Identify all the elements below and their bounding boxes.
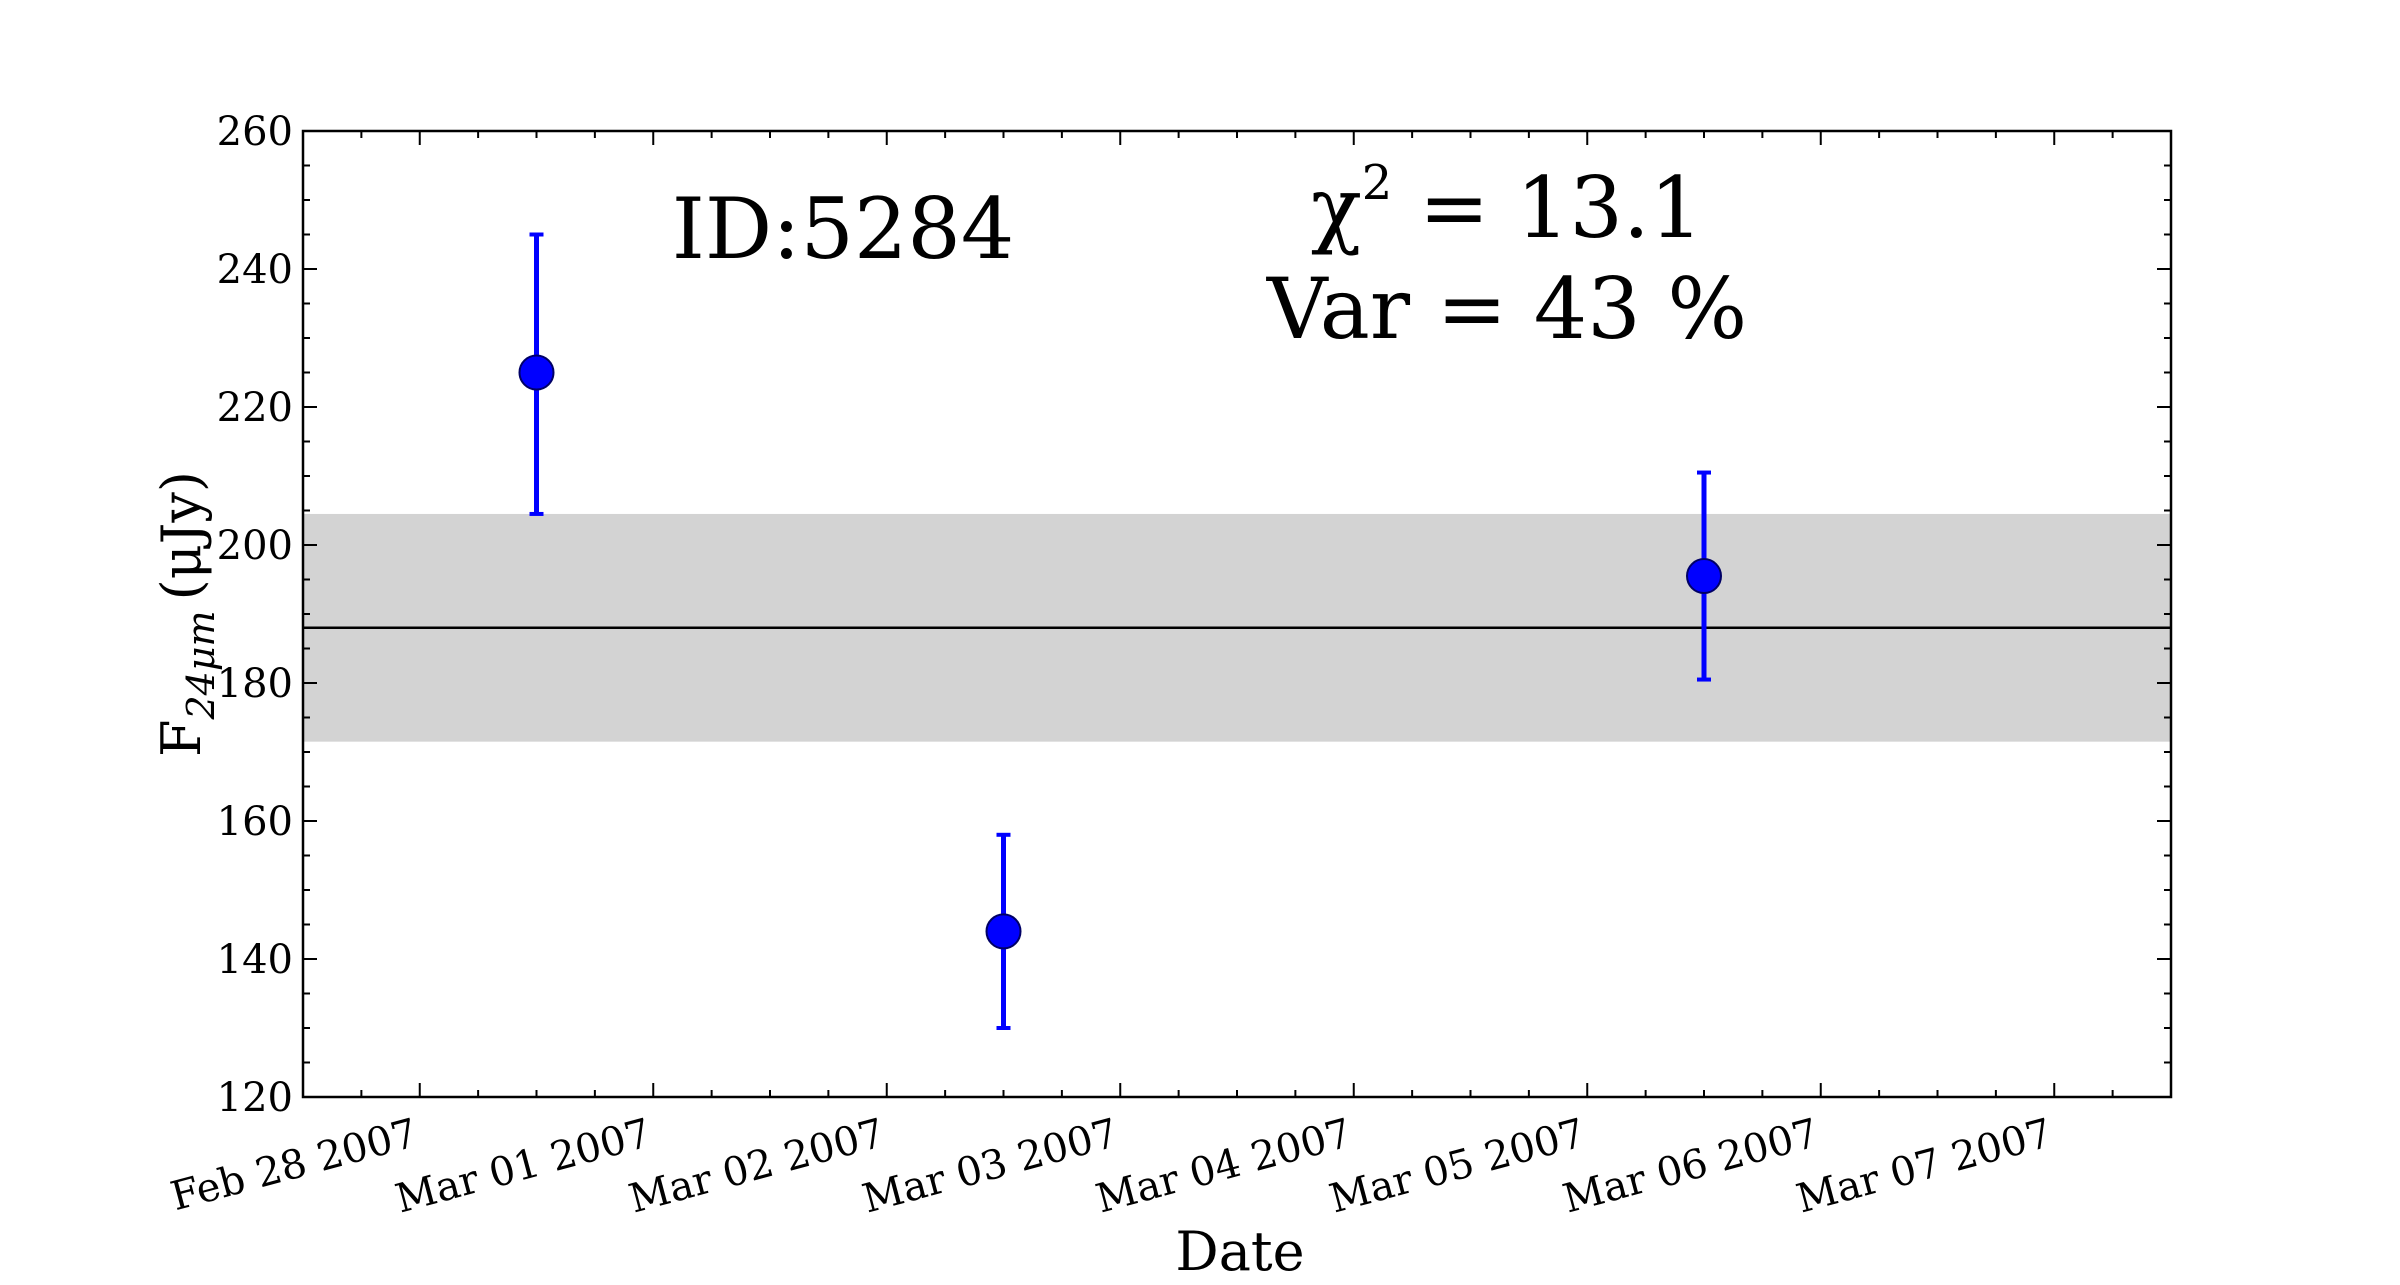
y-tick-label: 160: [217, 799, 293, 845]
y-tick-label: 200: [217, 523, 293, 569]
y-axis-title-sub: 24μm: [179, 610, 223, 720]
data-point: [518, 232, 555, 516]
chi2-value: = 13.1: [1392, 159, 1703, 257]
data-point: [985, 832, 1022, 1030]
annotation-var: Var = 43 %: [1266, 260, 1747, 358]
chi2-symbol: χ: [1311, 159, 1362, 257]
y-tick-label: 240: [217, 247, 293, 293]
chi2-superscript: 2: [1362, 155, 1393, 211]
y-tick-label: 180: [217, 661, 293, 707]
point-marker: [1686, 558, 1722, 595]
y-tick-label: 260: [217, 109, 293, 155]
data-point: [1686, 470, 1722, 682]
y-tick-label: 120: [217, 1075, 293, 1121]
x-tick-label: Mar 03 2007: [858, 1110, 1123, 1222]
annotation-id: ID:5284: [672, 180, 1015, 278]
point-marker: [985, 913, 1022, 950]
point-marker: [518, 354, 555, 391]
x-tick-label: Mar 02 2007: [624, 1110, 889, 1222]
x-tick-label: Feb 28 2007: [166, 1110, 422, 1220]
annotation-chi2: χ2 = 13.1: [1311, 155, 1703, 257]
x-tick-label: Mar 06 2007: [1558, 1110, 1823, 1222]
y-axis-title-unit: (μJy): [150, 471, 213, 600]
x-tick-label: Mar 04 2007: [1091, 1110, 1356, 1222]
x-tick-label: Mar 07 2007: [1792, 1110, 2057, 1222]
x-axis-title: Date: [1175, 1220, 1304, 1283]
y-axis-title: F24μm (μJy): [150, 471, 223, 757]
y-tick-label: 140: [217, 937, 293, 983]
y-tick-label: 220: [217, 385, 293, 431]
x-tick-label: Mar 01 2007: [391, 1110, 656, 1222]
y-axis-title-main: F: [150, 720, 213, 757]
x-tick-label: Mar 05 2007: [1325, 1110, 1590, 1222]
